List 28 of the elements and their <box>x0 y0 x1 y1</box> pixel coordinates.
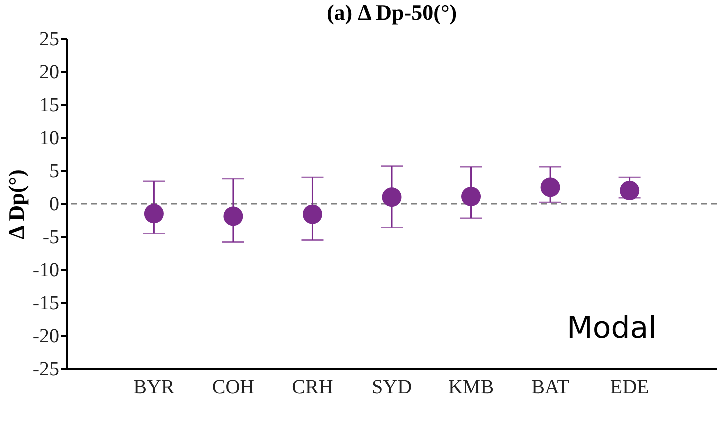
y-tick-label: -25 <box>32 358 60 380</box>
point <box>540 178 560 198</box>
y-axis-title: Δ Dp(°) <box>4 170 29 240</box>
chart-title: (a) Δ Dp-50(°) <box>326 0 458 25</box>
point <box>382 188 402 208</box>
y-tick-label: -10 <box>32 260 60 282</box>
y-tick-label: 5 <box>50 160 60 182</box>
y-tick-label: 10 <box>40 128 60 150</box>
y-tick-label: -20 <box>32 326 60 348</box>
y-tick-label: 20 <box>40 62 60 84</box>
point <box>302 204 322 224</box>
y-tick-label: 0 <box>50 194 60 216</box>
point <box>462 187 482 206</box>
point <box>620 181 640 201</box>
x-tick-label: COH <box>212 376 255 398</box>
y-tick-label: 25 <box>40 28 60 50</box>
x-tick-label: BYR <box>134 376 176 398</box>
annotation: Modal <box>567 311 657 346</box>
point <box>144 204 164 224</box>
point <box>224 206 244 226</box>
x-tick-label: KMB <box>448 376 494 398</box>
y-tick-label: 15 <box>40 94 60 116</box>
x-tick-label: EDE <box>610 376 650 398</box>
x-tick-label: SYD <box>372 376 412 398</box>
y-tick-label: -5 <box>42 226 60 248</box>
x-tick-label: CRH <box>292 376 334 398</box>
x-tick-label: BAT <box>532 376 570 398</box>
y-tick-label: -15 <box>32 292 60 314</box>
